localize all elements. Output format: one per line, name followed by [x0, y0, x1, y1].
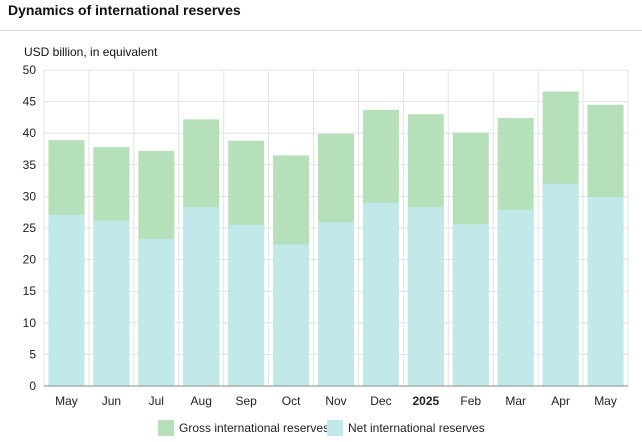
- bar-net-10: [497, 209, 534, 386]
- legend-item-net[interactable]: Net international reserves: [327, 420, 485, 436]
- x-tick-label: Jun: [102, 394, 121, 408]
- bar-net-7: [362, 202, 399, 386]
- bar-net-0: [48, 214, 85, 386]
- x-tick-label: Sep: [235, 394, 257, 408]
- y-tick-label: 20: [23, 253, 37, 267]
- y-axis-unit-label: USD billion, in equivalent: [24, 45, 158, 59]
- x-tick-label: May: [55, 394, 78, 408]
- x-tick-label: Oct: [282, 394, 301, 408]
- y-tick-label: 15: [23, 284, 37, 298]
- bar-net-6: [318, 222, 354, 386]
- chart-title: Dynamics of international reserves: [8, 2, 241, 18]
- x-tick-label: Aug: [191, 394, 212, 408]
- bar-net-9: [452, 224, 489, 386]
- bar-net-1: [93, 220, 130, 386]
- y-tick-label: 0: [29, 379, 36, 393]
- y-tick-label: 40: [23, 126, 37, 140]
- y-tick-label: 45: [23, 95, 37, 109]
- legend-swatch-gross: [158, 420, 174, 436]
- x-tick-label: Feb: [460, 394, 481, 408]
- legend-label-gross: Gross international reserves: [179, 421, 330, 435]
- chart-legend: Gross international reserves Net interna…: [0, 420, 642, 438]
- bar-net-3: [183, 207, 220, 386]
- y-tick-label: 30: [23, 189, 37, 203]
- y-tick-label: 10: [23, 316, 37, 330]
- bar-net-11: [542, 183, 579, 386]
- x-tick-label: Nov: [325, 394, 346, 408]
- y-tick-label: 50: [23, 63, 37, 77]
- y-tick-label: 35: [23, 158, 37, 172]
- x-tick-label: Mar: [505, 394, 526, 408]
- bar-net-8: [407, 207, 444, 386]
- bar-net-4: [228, 224, 265, 386]
- x-tick-label: May: [594, 394, 617, 408]
- legend-swatch-net: [327, 420, 343, 436]
- bar-net-5: [273, 244, 310, 386]
- x-tick-label: 2025: [412, 394, 439, 408]
- y-tick-label: 25: [23, 221, 37, 235]
- y-tick-label: 5: [29, 347, 36, 361]
- x-tick-label: Dec: [370, 394, 391, 408]
- x-tick-label: Jul: [149, 394, 164, 408]
- title-divider: [0, 30, 642, 31]
- legend-label-net: Net international reserves: [348, 421, 485, 435]
- x-tick-label: Apr: [551, 394, 570, 408]
- bar-net-2: [138, 238, 175, 386]
- bar-net-12: [587, 197, 624, 386]
- legend-item-gross[interactable]: Gross international reserves: [158, 420, 329, 436]
